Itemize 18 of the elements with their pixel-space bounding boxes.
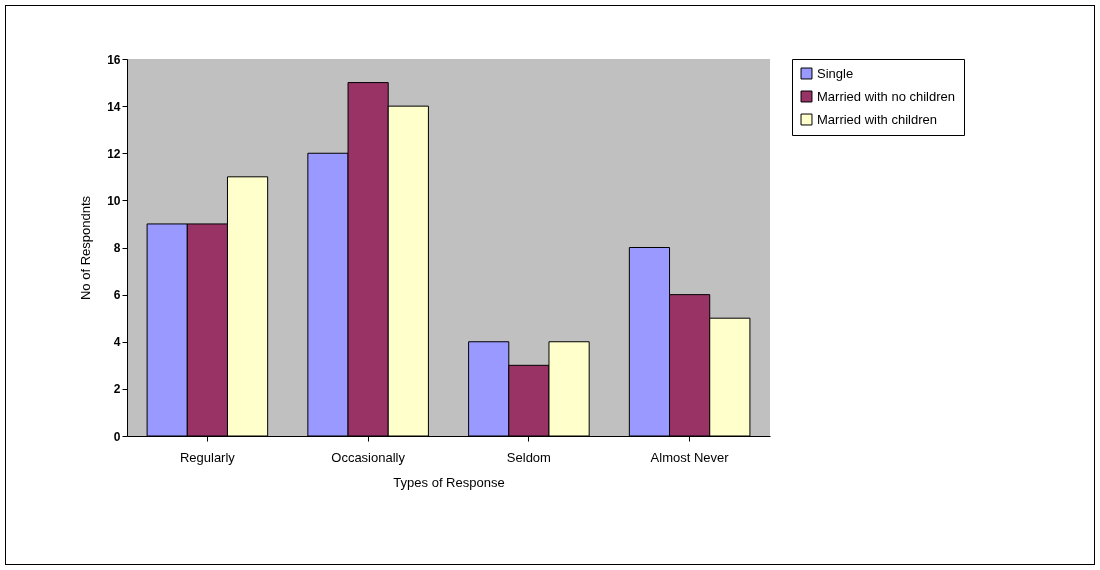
y-tick-label: 12 xyxy=(107,146,121,161)
y-tick-label: 0 xyxy=(113,429,121,444)
legend-label: Married with no children xyxy=(817,88,956,104)
legend-label: Single xyxy=(817,65,854,81)
y-tick-label: 10 xyxy=(107,193,121,208)
x-axis-title: Types of Response xyxy=(393,474,505,490)
x-tick-label: Regularly xyxy=(179,449,236,465)
x-tick-label: Occasionally xyxy=(331,449,406,465)
y-tick-label: 6 xyxy=(113,288,121,303)
y-tick-label: 8 xyxy=(113,241,121,255)
y-axis-title: No of Respondnts xyxy=(78,195,94,301)
y-tick-label: 14 xyxy=(107,99,121,114)
y-tick-label: 16 xyxy=(107,52,121,67)
x-tick-label: Seldom xyxy=(506,449,551,465)
legend-label: Married with children xyxy=(817,111,937,127)
x-tick-label: Almost Never xyxy=(650,449,730,465)
y-tick-label: 4 xyxy=(113,335,121,350)
y-tick-label: 2 xyxy=(113,382,121,397)
